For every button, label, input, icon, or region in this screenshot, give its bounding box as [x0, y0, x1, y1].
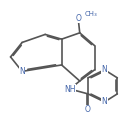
Text: N: N [19, 67, 25, 76]
Text: CH₃: CH₃ [85, 11, 98, 17]
Text: N: N [102, 65, 107, 74]
Text: NH: NH [64, 85, 76, 93]
Text: O: O [85, 105, 91, 114]
Text: O: O [75, 14, 81, 23]
Text: N: N [102, 97, 107, 106]
